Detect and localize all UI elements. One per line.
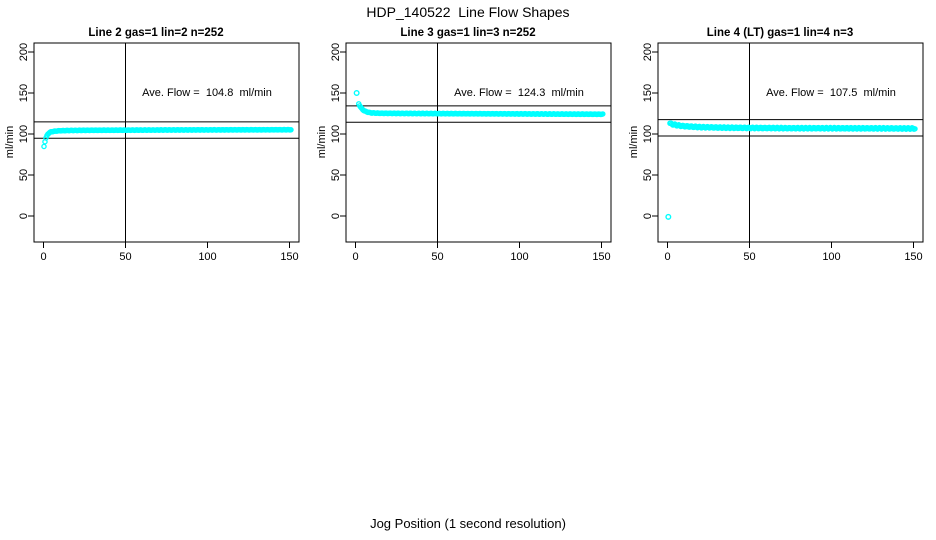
panel-title: Line 3 gas=1 lin=3 n=252	[400, 27, 536, 39]
y-axis-label: ml/min	[316, 125, 328, 159]
y-tick-label: 0	[642, 213, 654, 219]
x-tick-label: 100	[510, 251, 528, 263]
data-point	[912, 126, 918, 132]
ave-flow-annotation: Ave. Flow = 104.8 ml/min	[142, 87, 272, 99]
y-tick-label: 100	[330, 125, 342, 143]
data-point	[600, 111, 606, 117]
y-tick-label: 50	[18, 169, 30, 181]
y-tick-label: 100	[18, 125, 30, 143]
y-tick-label: 200	[18, 43, 30, 61]
x-axis-label: Jog Position (1 second resolution)	[370, 516, 566, 531]
x-tick-label: 50	[743, 251, 755, 263]
x-tick-label: 100	[198, 251, 216, 263]
y-tick-label: 0	[330, 213, 342, 219]
x-tick-label: 0	[352, 251, 358, 263]
plot-box	[345, 42, 612, 243]
panel-line-4: Line 4 (LT) gas=1 lin=4 n=3 Ave. Flow = …	[624, 0, 936, 280]
y-axis-label: ml/min	[4, 125, 16, 159]
x-tick-label: 0	[40, 251, 46, 263]
y-tick-label: 100	[642, 125, 654, 143]
y-tick-label: 150	[330, 84, 342, 102]
x-tick-label: 50	[431, 251, 443, 263]
x-tick-label: 100	[822, 251, 840, 263]
plot-box	[657, 42, 924, 243]
panel-line-3: Line 3 gas=1 lin=3 n=252 Ave. Flow = 124…	[312, 0, 624, 280]
x-tick-label: 50	[119, 251, 131, 263]
x-tick-label: 0	[664, 251, 670, 263]
x-tick-label: 150	[904, 251, 922, 263]
y-tick-label: 150	[18, 84, 30, 102]
x-tick-label: 150	[592, 251, 610, 263]
y-axis-label: ml/min	[628, 125, 640, 159]
y-tick-label: 0	[18, 213, 30, 219]
y-tick-label: 200	[330, 43, 342, 61]
panel-title: Line 2 gas=1 lin=2 n=252	[88, 27, 224, 39]
x-tick-label: 150	[280, 251, 298, 263]
data-point	[288, 127, 294, 133]
outlier-point	[353, 89, 360, 96]
panel-line-2: Line 2 gas=1 lin=2 n=252 Ave. Flow = 104…	[0, 0, 312, 280]
y-tick-label: 200	[642, 43, 654, 61]
y-tick-label: 50	[330, 169, 342, 181]
ave-flow-annotation: Ave. Flow = 124.3 ml/min	[454, 87, 584, 99]
y-tick-label: 150	[642, 84, 654, 102]
y-tick-label: 50	[642, 169, 654, 181]
ave-flow-annotation: Ave. Flow = 107.5 ml/min	[766, 87, 896, 99]
outlier-point	[665, 213, 672, 220]
plot-box	[33, 42, 300, 243]
main-title: HDP_140522 Line Flow Shapes	[366, 4, 570, 20]
data-point	[41, 143, 47, 150]
panel-title: Line 4 (LT) gas=1 lin=4 n=3	[706, 27, 854, 39]
